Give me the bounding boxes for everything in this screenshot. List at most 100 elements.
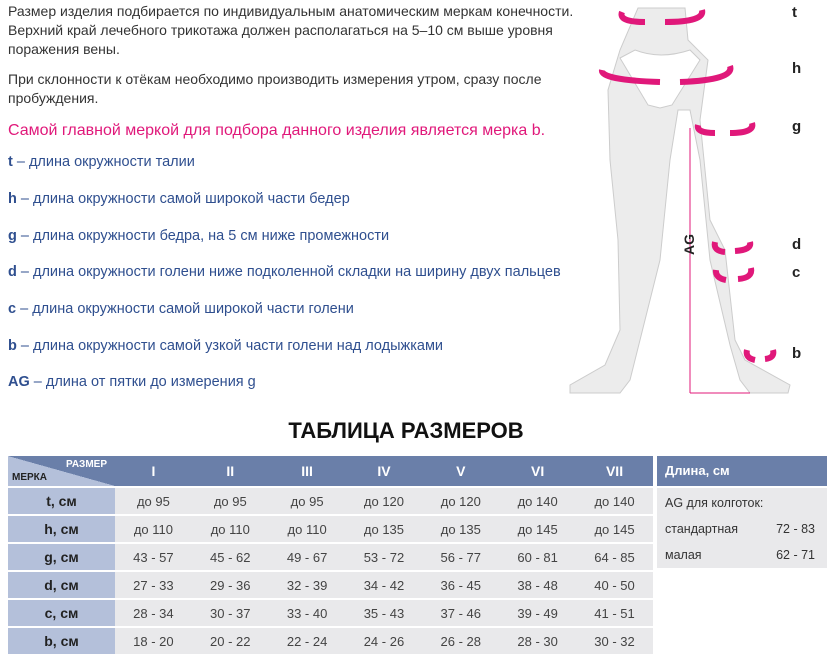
length-subheader: AG для колготок: — [665, 496, 764, 510]
g-arrow — [694, 122, 756, 136]
table-cell: до 140 — [499, 488, 577, 514]
definition-key: g — [8, 228, 17, 244]
table-cell: 60 - 81 — [499, 544, 577, 570]
definition-key: b — [8, 338, 17, 354]
size-header: II — [191, 456, 269, 486]
definition-c: c – длина окружности самой широкой части… — [8, 301, 354, 317]
definition-g: g – длина окружности бедра, на 5 см ниже… — [8, 228, 389, 244]
table-cell: 49 - 67 — [268, 544, 346, 570]
row-label: b, см — [8, 628, 115, 654]
length-row-value: 72 - 83 — [776, 522, 815, 536]
table-cell: 45 - 62 — [191, 544, 269, 570]
table-row: d, см 27 - 33 29 - 36 32 - 39 34 - 42 36 - 45… — [8, 572, 653, 598]
size-header: VII — [576, 456, 653, 486]
table-row: t, см до 95 до 95 до 95 до 120 до 120 до 140 до… — [8, 488, 653, 514]
table-row: h, см до 110 до 110 до 110 до 135 до 135 до 14… — [8, 516, 653, 542]
label-d: d — [792, 236, 802, 253]
c-arrow — [712, 267, 755, 283]
table-cell: 28 - 30 — [499, 628, 577, 654]
label-h: h — [792, 60, 802, 77]
intro-paragraph-1: Размер изделия подбирается по индивидуал… — [8, 3, 574, 57]
row-label: g, см — [8, 544, 115, 570]
table-cell: до 95 — [115, 488, 192, 514]
row-label: h, см — [8, 516, 115, 542]
measure-heading: МЕРКА — [12, 472, 47, 483]
ag-label: AG — [681, 234, 697, 255]
table-cell: 41 - 51 — [576, 600, 653, 626]
table-cell: 40 - 50 — [576, 572, 653, 598]
table-cell: 26 - 28 — [422, 628, 500, 654]
row-label: t, см — [8, 488, 115, 514]
table-cell: 33 - 40 — [268, 600, 346, 626]
table-cell: 18 - 20 — [115, 628, 192, 654]
table-cell: 64 - 85 — [576, 544, 653, 570]
size-header: V — [422, 456, 500, 486]
size-heading: РАЗМЕР — [66, 459, 107, 470]
size-header: III — [268, 456, 346, 486]
label-c: c — [792, 264, 801, 281]
table-cell: 53 - 72 — [345, 544, 423, 570]
table-cell: до 140 — [576, 488, 653, 514]
label-t: t — [792, 4, 797, 21]
corner-cell: РАЗМЕР МЕРКА — [8, 456, 115, 486]
legs-diagram: AG — [569, 7, 791, 394]
table-row: c, см 28 - 34 30 - 37 33 - 40 35 - 43 37 - 46… — [8, 600, 653, 626]
table-cell: до 135 — [345, 516, 423, 542]
size-header: IV — [345, 456, 423, 486]
table-cell: 43 - 57 — [115, 544, 192, 570]
highlight-note: Самой главной меркой для подбора данного… — [8, 122, 546, 139]
row-label: c, см — [8, 600, 115, 626]
table-cell: 20 - 22 — [191, 628, 269, 654]
table-cell: 28 - 34 — [115, 600, 192, 626]
table-cell: до 95 — [191, 488, 269, 514]
table-cell: до 120 — [345, 488, 423, 514]
definition-d: d – длина окружности голени ниже подколе… — [8, 264, 561, 280]
definition-text: – длина окружности бедра, на 5 см ниже п… — [16, 228, 390, 244]
definition-text: – длина окружности талии — [12, 154, 195, 170]
table-cell: 56 - 77 — [422, 544, 500, 570]
length-row-value: 62 - 71 — [776, 548, 815, 562]
h-arrow — [599, 64, 734, 85]
table-title: ТАБЛИЦА РАЗМЕРОВ — [288, 418, 524, 443]
table-row: g, см 43 - 57 45 - 62 49 - 67 53 - 72 56 - 77… — [8, 544, 653, 570]
definition-key: h — [8, 191, 17, 207]
length-header: Длина, см — [657, 456, 827, 486]
definition-key: c — [8, 301, 17, 317]
table-cell: 24 - 26 — [345, 628, 423, 654]
table-cell: 35 - 43 — [345, 600, 423, 626]
table-cell: 36 - 45 — [422, 572, 500, 598]
label-b: b — [792, 345, 802, 362]
definition-key: AG — [8, 374, 30, 390]
length-table: Длина, см AG для колготок: стандартная 72… — [657, 456, 827, 568]
label-g: g — [792, 118, 802, 135]
table-cell: 39 - 49 — [499, 600, 577, 626]
definition-key: d — [8, 264, 17, 280]
table-cell: до 145 — [576, 516, 653, 542]
definition-key: t — [8, 154, 13, 170]
table-cell: 30 - 37 — [191, 600, 269, 626]
table-cell: 29 - 36 — [191, 572, 269, 598]
length-row: стандартная 72 - 83 — [665, 522, 815, 536]
definition-text: – длина окружности самой широкой части г… — [16, 301, 354, 317]
table-cell: 22 - 24 — [268, 628, 346, 654]
d-arrow — [711, 241, 754, 255]
table-cell: до 110 — [115, 516, 192, 542]
definition-text: – длина окружности самой узкой части гол… — [16, 338, 444, 354]
table-cell: 27 - 33 — [115, 572, 192, 598]
definition-b: b – длина окружности самой узкой части г… — [8, 338, 443, 354]
length-row: малая 62 - 71 — [665, 548, 815, 562]
definition-h: h – длина окружности самой широкой части… — [8, 191, 350, 207]
size-header: VI — [499, 456, 577, 486]
table-cell: до 135 — [422, 516, 500, 542]
length-row-label: малая — [665, 548, 702, 562]
definition-t: t – длина окружности талии — [8, 154, 195, 170]
table-cell: до 95 — [268, 488, 346, 514]
table-cell: до 145 — [499, 516, 577, 542]
table-cell: 32 - 39 — [268, 572, 346, 598]
table-cell: до 110 — [191, 516, 269, 542]
table-cell: 30 - 32 — [576, 628, 653, 654]
table-cell: до 120 — [422, 488, 500, 514]
intro-paragraph-2: При склонности к отёкам необходимо произ… — [8, 71, 542, 106]
row-label: d, см — [8, 572, 115, 598]
t-arrow — [618, 9, 706, 25]
